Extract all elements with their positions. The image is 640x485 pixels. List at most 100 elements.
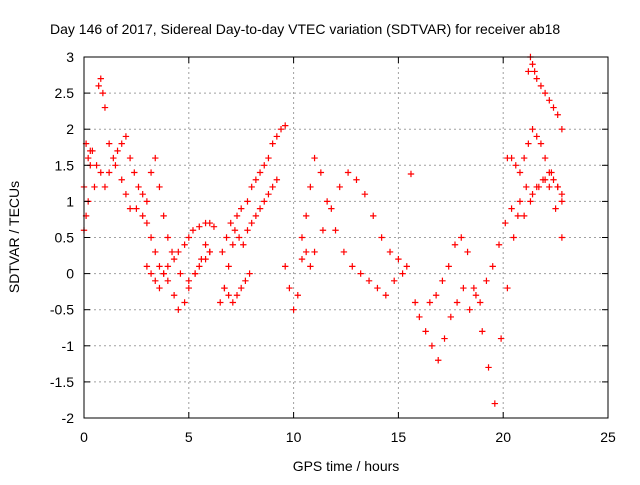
data-point [139,190,146,198]
data-point [426,299,434,306]
axis-ticks [83,56,609,419]
data-point [520,154,528,162]
data-point [466,306,473,313]
data-point [99,89,107,97]
data-point [336,183,343,191]
series-track-j [426,176,566,306]
data-point [91,183,98,191]
data-point [229,299,237,306]
x-tick-label: 25 [600,429,616,445]
data-point [512,162,519,169]
data-point [221,284,228,292]
data-point [269,183,276,191]
data-point [447,313,454,321]
data-point [541,154,549,162]
data-point [523,183,530,191]
series-track-e [219,176,281,256]
data-point [550,176,557,183]
data-point [307,263,314,270]
data-point [302,212,310,220]
grid-lines [84,57,608,418]
data-point [97,75,104,82]
data-point [282,263,289,270]
data-point [246,270,253,277]
data-point [307,183,314,191]
data-point [261,162,268,169]
data-point [349,263,356,270]
data-point [252,176,260,183]
data-point [101,183,109,191]
data-point [175,248,182,256]
data-point [510,234,517,241]
data-point [170,292,178,299]
data-point [89,147,96,155]
y-tick-labels: -2 -1.5 -1 -0.5 0 0.5 1 1.5 2 2.5 3 [50,49,74,426]
data-point [464,248,471,256]
data-points [80,53,566,407]
data-point [97,169,104,176]
data-point [539,176,547,183]
data-point [152,248,159,256]
data-point [491,400,499,407]
data-point [101,104,109,111]
data-point [206,219,213,227]
data-point [411,299,419,306]
data-point [95,82,102,90]
data-point [439,277,446,285]
data-point [541,89,549,97]
data-point [143,219,151,227]
data-point [428,342,436,349]
data-point [269,140,276,147]
data-point [242,277,249,285]
data-point [537,140,545,147]
data-point [516,169,524,176]
data-point [105,169,113,176]
data-point [135,183,142,191]
data-point [435,357,442,364]
data-point [495,241,503,248]
data-point [133,205,140,212]
y-tick-label: -2 [62,410,75,426]
data-point [238,284,245,292]
data-point [147,270,155,277]
data-point [489,263,496,270]
data-point [340,248,348,256]
data-point [485,364,492,371]
data-point [177,270,184,277]
x-tick-label: 5 [185,429,193,445]
data-point [152,154,159,162]
data-point [407,170,415,178]
series-isolated [282,122,415,178]
data-point [531,68,538,75]
series-track-a [80,75,213,313]
data-point [344,169,352,176]
data-point [164,234,172,241]
data-point [131,169,138,176]
data-point [223,234,230,241]
data-point [527,198,534,205]
data-point [529,126,536,133]
data-point [217,299,224,306]
data-point [357,270,364,277]
data-point [516,198,524,205]
data-point [189,227,197,234]
y-tick-label: 0.5 [55,230,75,246]
data-point [554,111,561,118]
data-point [472,292,480,299]
data-point [185,277,192,285]
data-point [453,299,461,306]
data-point [391,277,398,285]
data-point [552,205,559,212]
data-point [546,183,553,191]
data-point [558,198,566,205]
series-track-d [217,126,285,306]
data-point [520,212,528,220]
data-point [445,263,452,270]
data-point [156,284,163,292]
data-point [497,335,505,342]
data-point [558,190,566,198]
data-point [206,248,213,256]
data-point [317,169,325,176]
